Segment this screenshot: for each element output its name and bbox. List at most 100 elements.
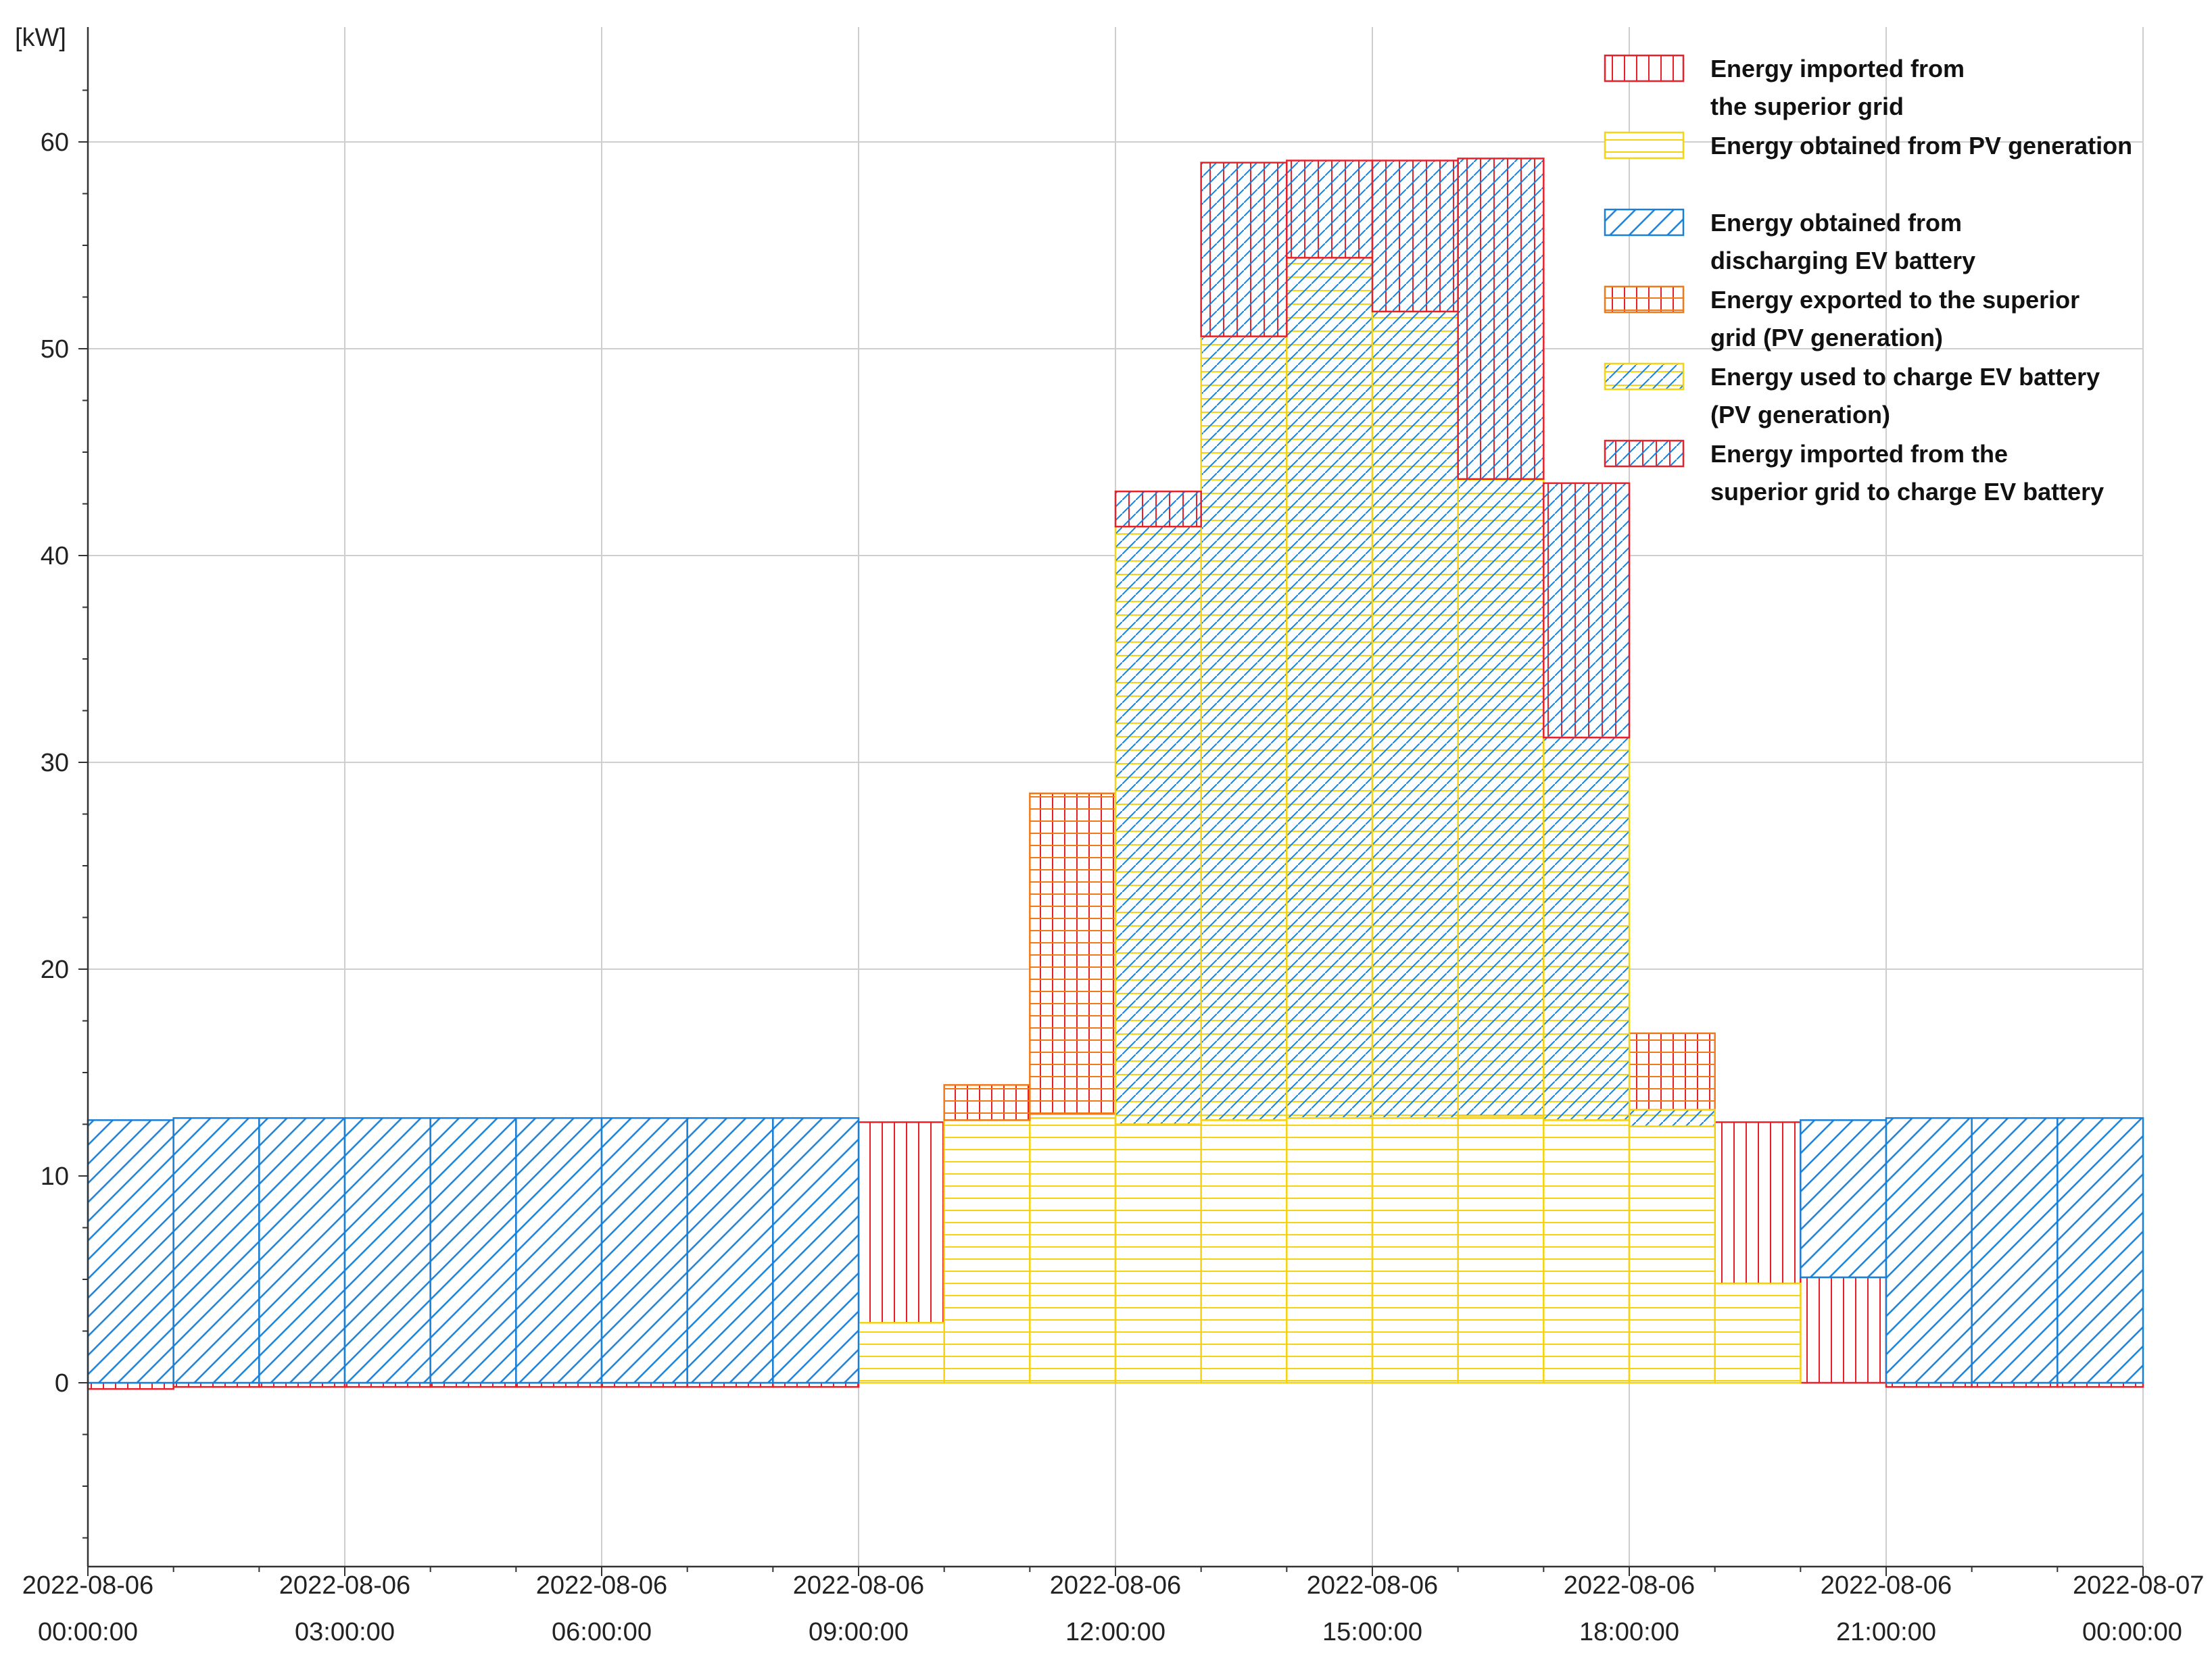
x-tick-date: 2022-08-06 <box>1307 1571 1438 1600</box>
x-tick-time: 03:00:00 <box>295 1618 395 1646</box>
x-tick-label: 2022-08-06 09:00:00 <box>793 1571 924 1646</box>
y-axis-ticks: 0 10 20 30 40 50 60 <box>41 128 69 1398</box>
legend-label-line2: superior grid to charge EV battery <box>1710 478 2104 506</box>
series-ev_discharge <box>87 1117 2144 1384</box>
x-tick-label: 2022-08-06 15:00:00 <box>1307 1571 1438 1646</box>
legend-swatch-pv <box>1604 131 1685 159</box>
bar-grid_to_ev-h15 <box>1371 159 1459 313</box>
bar-ev_discharge-h0 <box>87 1119 174 1384</box>
legend-label-line1: Energy imported from <box>1710 55 1965 82</box>
x-axis-ticks: 2022-08-0600:00:002022-08-0603:00:002022… <box>22 1571 2205 1646</box>
x-tick-date: 2022-08-06 <box>22 1571 153 1600</box>
bar-grid_to_ev-h12 <box>1114 490 1202 528</box>
bar-ev_discharge-h3 <box>343 1117 431 1384</box>
bar-pv_to_ev-h16 <box>1457 478 1545 1117</box>
bar-grid_import-h20 <box>1800 1276 1888 1384</box>
bar-grid_to_ev-h13 <box>1200 162 1288 337</box>
x-tick-date: 2022-08-06 <box>1821 1571 1952 1600</box>
bar-ev_discharge-h2 <box>258 1117 346 1384</box>
x-tick-time: 00:00:00 <box>38 1618 138 1646</box>
bar-pv-h17 <box>1543 1119 1631 1384</box>
bar-ev_discharge-h8 <box>772 1117 860 1384</box>
y-tick-label: 0 <box>55 1369 69 1398</box>
x-tick-time: 12:00:00 <box>1065 1618 1165 1646</box>
x-tick-label: 2022-08-06 21:00:00 <box>1821 1571 1952 1646</box>
bar-pv-h14 <box>1286 1117 1374 1384</box>
legend-swatch-pv_to_ev <box>1604 362 1685 391</box>
bar-grid_import-h9 <box>857 1121 945 1324</box>
legend-label-line1: Energy exported to the superior <box>1710 286 2079 314</box>
legend-item-grid_to_ev: Energy imported from the superior grid to… <box>1604 439 2104 506</box>
y-tick-label: 60 <box>41 128 69 157</box>
series-layer <box>87 157 2144 1390</box>
x-tick-date: 2022-08-06 <box>1564 1571 1695 1600</box>
y-tick-label: 20 <box>41 956 69 984</box>
x-tick-label: 2022-08-06 06:00:00 <box>536 1571 667 1646</box>
legend-label-line1: Energy obtained from PV generation <box>1710 132 2132 159</box>
legend-swatch-grid_import <box>1604 54 1685 82</box>
y-tick-label: 40 <box>41 542 69 570</box>
bar-ev_discharge-h4 <box>429 1117 517 1384</box>
legend-swatch-pv_export <box>1604 285 1685 314</box>
bar-grid_to_ev-h14 <box>1286 159 1374 259</box>
legend-swatch-ev_discharge <box>1604 208 1685 237</box>
legend-swatch-grid_to_ev <box>1604 439 1685 468</box>
y-axis-unit-label: [kW] <box>15 24 66 52</box>
legend-label-line1: Energy obtained from <box>1710 209 1962 237</box>
bar-pv-h16 <box>1457 1117 1545 1384</box>
x-tick-date: 2022-08-06 <box>1050 1571 1181 1600</box>
legend-item-ev_discharge: Energy obtained from discharging EV batte… <box>1604 208 1975 274</box>
x-tick-time: 00:00:00 <box>2082 1618 2182 1646</box>
bar-pv-h18 <box>1628 1125 1716 1384</box>
bar-pv_export-h18 <box>1628 1032 1716 1111</box>
series-grid_to_ev <box>1114 157 1631 739</box>
bar-pv-h13 <box>1200 1119 1288 1384</box>
bar-pv-h10 <box>943 1119 1031 1384</box>
x-tick-label: 2022-08-07 00:00:00 <box>2073 1571 2204 1646</box>
y-tick-label: 10 <box>41 1162 69 1191</box>
legend-label-line2: (PV generation) <box>1710 401 1890 428</box>
bar-pv_export-h10 <box>943 1084 1031 1121</box>
bar-grid_to_ev-h16 <box>1457 157 1545 481</box>
bar-pv_export-h11 <box>1029 792 1117 1115</box>
legend-label-line1: Energy used to charge EV battery <box>1710 363 2100 391</box>
bar-pv_to_ev-h15 <box>1371 310 1459 1119</box>
bar-ev_discharge-h6 <box>600 1117 688 1384</box>
x-tick-date: 2022-08-07 <box>2073 1571 2204 1600</box>
bar-pv-h15 <box>1371 1117 1459 1384</box>
x-tick-label: 2022-08-06 18:00:00 <box>1564 1571 1695 1646</box>
bar-pv_to_ev-h18 <box>1628 1108 1716 1127</box>
bar-grid_to_ev-h17 <box>1543 482 1631 739</box>
x-tick-time: 21:00:00 <box>1836 1618 1936 1646</box>
bar-grid_import-h0 <box>87 1381 174 1390</box>
legend-item-pv_export: Energy exported to the superior grid (PV … <box>1604 285 2079 351</box>
legend-item-grid_import: Energy imported from the superior grid <box>1604 54 1965 120</box>
bar-ev_discharge-h7 <box>686 1117 774 1384</box>
bar-pv-h19 <box>1714 1282 1802 1384</box>
y-tick-label: 50 <box>41 335 69 364</box>
x-tick-label: 2022-08-06 03:00:00 <box>279 1571 410 1646</box>
bar-grid_import-h19 <box>1714 1121 1802 1285</box>
legend-item-pv_to_ev: Energy used to charge EV battery (PV gene… <box>1604 362 2100 428</box>
bar-ev_discharge-h22 <box>1971 1117 2059 1384</box>
legend-label-line2: the superior grid <box>1710 93 1904 120</box>
bar-pv_to_ev-h12 <box>1114 525 1202 1125</box>
legend-item-pv: Energy obtained from PV generation <box>1604 131 2132 159</box>
bar-pv_to_ev-h17 <box>1543 737 1631 1121</box>
bar-ev_discharge-h5 <box>515 1117 603 1384</box>
bar-pv_to_ev-h14 <box>1286 257 1374 1119</box>
bar-pv-h11 <box>1029 1117 1117 1384</box>
bar-ev_discharge-h21 <box>1885 1117 1973 1384</box>
x-tick-time: 09:00:00 <box>809 1618 909 1646</box>
x-tick-date: 2022-08-06 <box>279 1571 410 1600</box>
legend-label-line2: discharging EV battery <box>1710 247 1975 274</box>
x-tick-date: 2022-08-06 <box>536 1571 667 1600</box>
bar-ev_discharge-h23 <box>2057 1117 2144 1384</box>
x-tick-time: 15:00:00 <box>1322 1618 1422 1646</box>
y-tick-label: 30 <box>41 749 69 777</box>
bar-ev_discharge-h20 <box>1800 1119 1888 1279</box>
bar-pv-h12 <box>1114 1123 1202 1384</box>
